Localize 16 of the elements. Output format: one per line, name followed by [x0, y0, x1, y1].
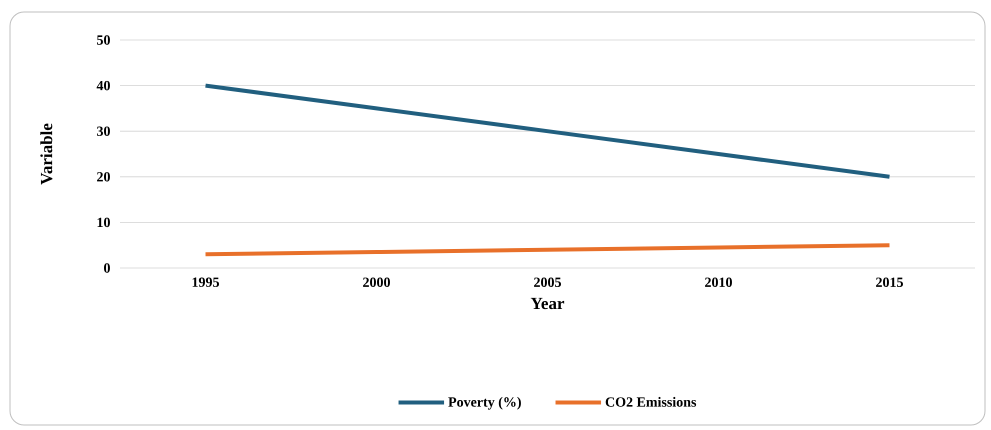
y-tick-label: 0 [104, 263, 110, 273]
x-tick-label: 2005 [534, 278, 561, 287]
legend-label: Poverty (%) [448, 396, 521, 410]
x-tick-label: 2015 [876, 278, 903, 287]
y-tick-label: 20 [97, 172, 110, 182]
x-tick-label: 2010 [705, 278, 732, 287]
y-tick-label: 50 [97, 35, 110, 45]
y-tick-label: 10 [98, 218, 110, 228]
x-tick-label: 1995 [192, 278, 219, 287]
x-axis-title: Year [530, 298, 564, 310]
line-series [204, 243, 892, 256]
legend-label: CO2 Emissions [606, 396, 696, 407]
x-tick-label: 2000 [363, 278, 390, 287]
y-tick-label: 40 [96, 80, 110, 90]
y-tick-label: 30 [97, 126, 110, 136]
y-axis-title: Variable [40, 124, 52, 185]
